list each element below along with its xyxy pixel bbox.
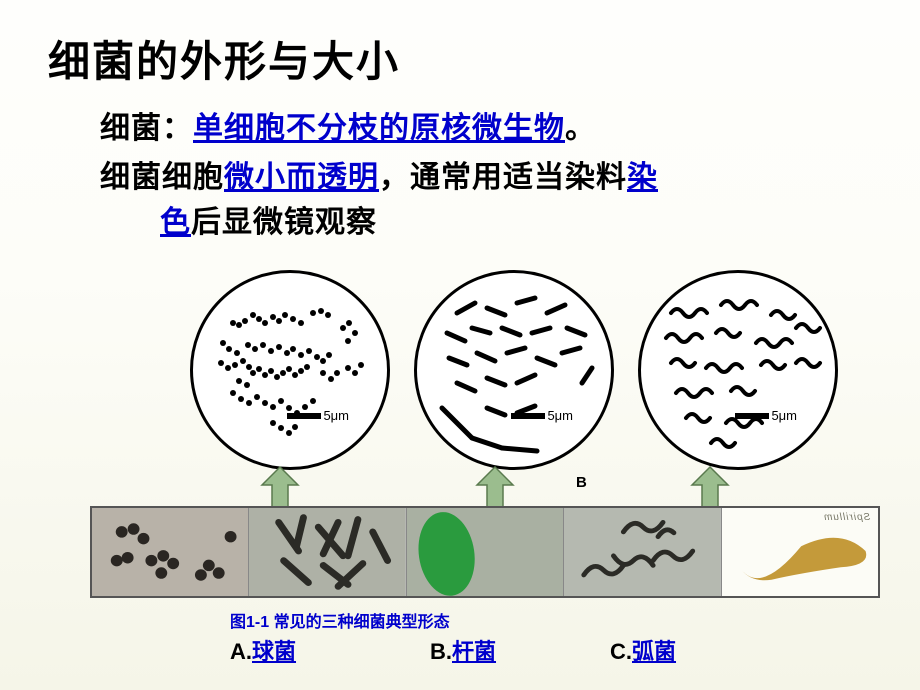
photo-green-rod xyxy=(407,508,564,596)
description-line: 细菌细胞微小而透明，通常用适当染料染 色后显微镜观察 xyxy=(0,147,920,245)
label-c-prefix: C. xyxy=(610,639,632,664)
def-highlight: 单细胞不分枝的原核微生物 xyxy=(193,112,565,145)
arrow-b xyxy=(475,465,515,509)
desc-indent: 色后显微镜观察 xyxy=(100,200,920,245)
label-a: A.球菌 xyxy=(230,634,430,666)
scale-b-text: 5μm xyxy=(547,408,573,423)
arrow-row xyxy=(260,465,860,509)
scale-bar-c: 5μm xyxy=(735,408,797,423)
scale-c-text: 5μm xyxy=(771,408,797,423)
scale-bar-b: 5μm xyxy=(511,408,573,423)
spirillum-watermark: Spirillum xyxy=(823,512,870,523)
desc-p3: 后显微镜观察 xyxy=(191,206,377,239)
bacilli-diagram: 5μm xyxy=(414,270,614,470)
cocci-diagram: 5μm xyxy=(190,270,390,470)
def-suffix: 。 xyxy=(565,112,596,145)
type-labels: A.球菌 B.杆菌 C.弧菌 xyxy=(230,634,790,666)
figure-caption: 图1-1 常见的三种细菌典型形态 xyxy=(230,608,450,632)
label-b-text: 杆菌 xyxy=(452,639,496,664)
slide-title: 细菌的外形与大小 xyxy=(0,0,920,89)
photo-spirilla xyxy=(564,508,721,596)
def-prefix: 细菌： xyxy=(100,112,193,145)
photo-strip xyxy=(90,506,880,598)
microscope-diagrams: 5μm xyxy=(190,270,890,470)
desc-p1: 细菌细胞 xyxy=(100,161,224,194)
label-c: C.弧菌 xyxy=(610,634,730,666)
definition-line: 细菌：单细胞不分枝的原核微生物。 xyxy=(0,89,920,147)
desc-hl2a: 染 xyxy=(627,161,658,194)
photo-cocci xyxy=(92,508,249,596)
desc-hl1: 微小而透明 xyxy=(224,161,379,194)
photo-bacilli xyxy=(249,508,406,596)
scale-bar-a: 5μm xyxy=(287,408,349,423)
label-c-text: 弧菌 xyxy=(632,639,676,664)
arrow-a xyxy=(260,465,300,509)
label-a-prefix: A. xyxy=(230,639,252,664)
desc-p2: ，通常用适当染料 xyxy=(379,161,627,194)
spirilla-diagram: 5μm xyxy=(638,270,838,470)
label-b: B.杆菌 xyxy=(430,634,610,666)
label-b-prefix: B. xyxy=(430,639,452,664)
label-a-text: 球菌 xyxy=(252,639,296,664)
scale-a-text: 5μm xyxy=(323,408,349,423)
arrow-c xyxy=(690,465,730,509)
desc-hl2b: 色 xyxy=(160,206,191,239)
